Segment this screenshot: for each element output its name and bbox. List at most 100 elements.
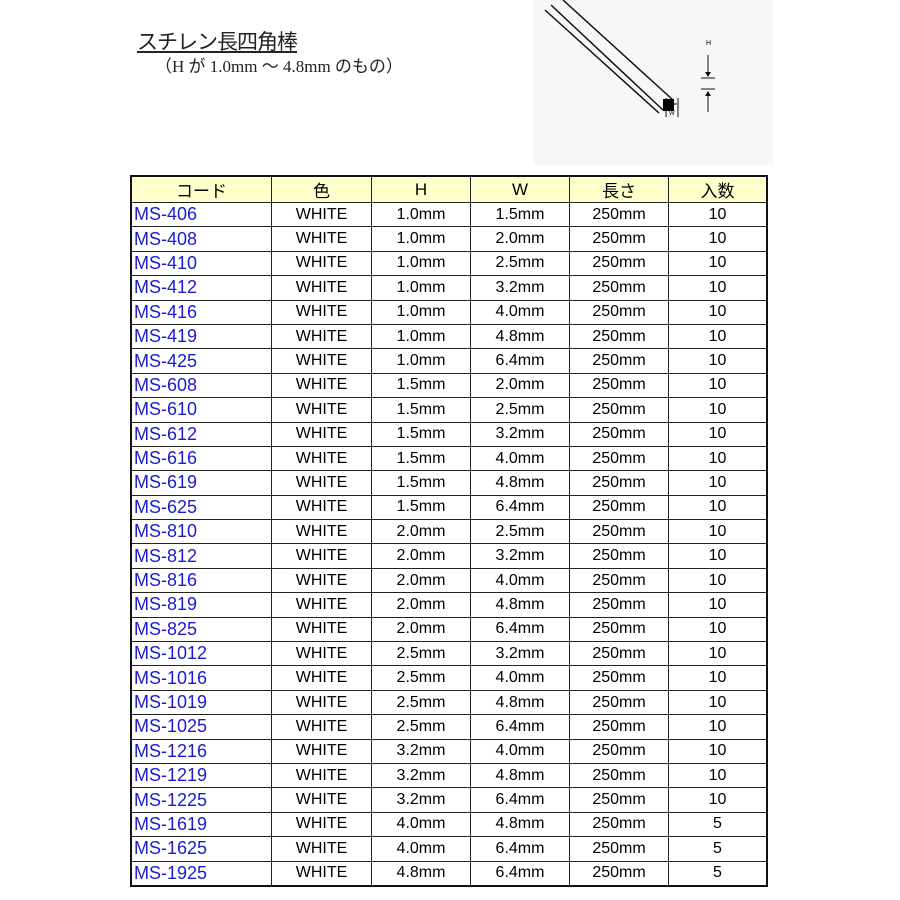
cell-w: 3.2mm	[470, 543, 570, 569]
cell-quantity: 5	[668, 836, 768, 862]
rod-diagram: H W	[533, 0, 773, 165]
cell-length: 250mm	[569, 226, 669, 252]
cell-color: WHITE	[271, 567, 372, 594]
table-row: MS-1925 WHITE 4.8mm 6.4mm 250mm 5	[130, 860, 768, 887]
cell-quantity: 10	[668, 519, 768, 545]
cell-code: MS-625	[130, 494, 272, 521]
cell-length: 250mm	[569, 738, 669, 764]
cell-code: MS-1219	[130, 762, 272, 789]
cell-code: MS-1619	[130, 811, 272, 838]
cell-code: MS-816	[130, 567, 272, 594]
cell-w: 6.4mm	[470, 714, 570, 740]
cell-w: 4.0mm	[470, 299, 570, 325]
cell-h: 1.5mm	[371, 494, 471, 521]
cell-color: WHITE	[271, 762, 372, 789]
cell-h: 1.0mm	[371, 201, 471, 228]
table-row: MS-406 WHITE 1.0mm 1.5mm 250mm 10	[130, 201, 768, 228]
table-row: MS-610 WHITE 1.5mm 2.5mm 250mm 10	[130, 397, 768, 423]
cell-code: MS-1012	[130, 641, 272, 667]
table-row: MS-1625 WHITE 4.0mm 6.4mm 250mm 5	[130, 836, 768, 862]
cell-color: WHITE	[271, 470, 372, 496]
cell-w: 4.8mm	[470, 592, 570, 618]
cell-w: 6.4mm	[470, 348, 570, 374]
cell-w: 4.8mm	[470, 762, 570, 789]
cell-h: 3.2mm	[371, 762, 471, 789]
page-subtitle: （H が 1.0mm 〜 4.8mm のもの）	[155, 57, 403, 76]
cell-length: 250mm	[569, 372, 669, 399]
cell-length: 250mm	[569, 494, 669, 521]
cell-h: 1.0mm	[371, 275, 471, 301]
cell-quantity: 10	[668, 299, 768, 325]
cell-w: 6.4mm	[470, 787, 570, 813]
cell-length: 250mm	[569, 397, 669, 423]
cell-color: WHITE	[271, 299, 372, 325]
cell-h: 2.0mm	[371, 543, 471, 569]
cell-color: WHITE	[271, 323, 372, 350]
cell-w: 3.2mm	[470, 275, 570, 301]
cell-quantity: 10	[668, 226, 768, 252]
cell-code: MS-406	[130, 201, 272, 228]
cell-code: MS-416	[130, 299, 272, 325]
cell-length: 250mm	[569, 811, 669, 838]
cell-h: 1.5mm	[371, 397, 471, 423]
cell-quantity: 10	[668, 787, 768, 813]
cell-quantity: 10	[668, 348, 768, 374]
cell-color: WHITE	[271, 641, 372, 667]
cell-quantity: 10	[668, 738, 768, 764]
cell-code: MS-619	[130, 470, 272, 496]
cell-code: MS-616	[130, 445, 272, 472]
cell-h: 1.5mm	[371, 372, 471, 399]
cell-color: WHITE	[271, 421, 372, 447]
table-row: MS-825 WHITE 2.0mm 6.4mm 250mm 10	[130, 616, 768, 643]
cell-length: 250mm	[569, 543, 669, 569]
cell-h: 2.0mm	[371, 567, 471, 594]
cell-w: 4.8mm	[470, 470, 570, 496]
cell-quantity: 10	[668, 421, 768, 447]
cell-quantity: 5	[668, 811, 768, 838]
cell-code: MS-412	[130, 275, 272, 301]
cell-h: 1.5mm	[371, 421, 471, 447]
cell-w: 6.4mm	[470, 616, 570, 643]
cell-length: 250mm	[569, 836, 669, 862]
cell-h: 4.0mm	[371, 836, 471, 862]
cell-quantity: 10	[668, 567, 768, 594]
cell-quantity: 10	[668, 762, 768, 789]
cell-quantity: 10	[668, 201, 768, 228]
cell-length: 250mm	[569, 348, 669, 374]
cell-h: 4.8mm	[371, 860, 471, 887]
cell-w: 2.0mm	[470, 226, 570, 252]
cell-length: 250mm	[569, 445, 669, 472]
cell-color: WHITE	[271, 689, 372, 716]
header-code: コード	[130, 175, 272, 203]
cell-length: 250mm	[569, 689, 669, 716]
cell-color: WHITE	[271, 397, 372, 423]
cell-code: MS-1019	[130, 689, 272, 716]
cell-color: WHITE	[271, 787, 372, 813]
cell-quantity: 10	[668, 250, 768, 277]
cell-length: 250mm	[569, 665, 669, 691]
cell-w: 6.4mm	[470, 860, 570, 887]
cell-h: 2.5mm	[371, 641, 471, 667]
cell-code: MS-1025	[130, 714, 272, 740]
cell-h: 2.5mm	[371, 665, 471, 691]
cell-h: 2.5mm	[371, 714, 471, 740]
cell-color: WHITE	[271, 348, 372, 374]
page-title: スチレン長四角棒	[137, 30, 298, 54]
cell-quantity: 10	[668, 397, 768, 423]
cell-h: 2.0mm	[371, 592, 471, 618]
cell-length: 250mm	[569, 860, 669, 887]
table-row: MS-1025 WHITE 2.5mm 6.4mm 250mm 10	[130, 714, 768, 740]
cell-color: WHITE	[271, 616, 372, 643]
cell-w: 4.0mm	[470, 445, 570, 472]
cell-color: WHITE	[271, 201, 372, 228]
cell-h: 1.5mm	[371, 445, 471, 472]
cell-code: MS-612	[130, 421, 272, 447]
cell-w: 3.2mm	[470, 641, 570, 667]
cell-color: WHITE	[271, 372, 372, 399]
cell-color: WHITE	[271, 738, 372, 764]
cell-length: 250mm	[569, 519, 669, 545]
cell-length: 250mm	[569, 616, 669, 643]
cell-color: WHITE	[271, 445, 372, 472]
table-row: MS-816 WHITE 2.0mm 4.0mm 250mm 10	[130, 567, 768, 594]
cell-code: MS-610	[130, 397, 272, 423]
